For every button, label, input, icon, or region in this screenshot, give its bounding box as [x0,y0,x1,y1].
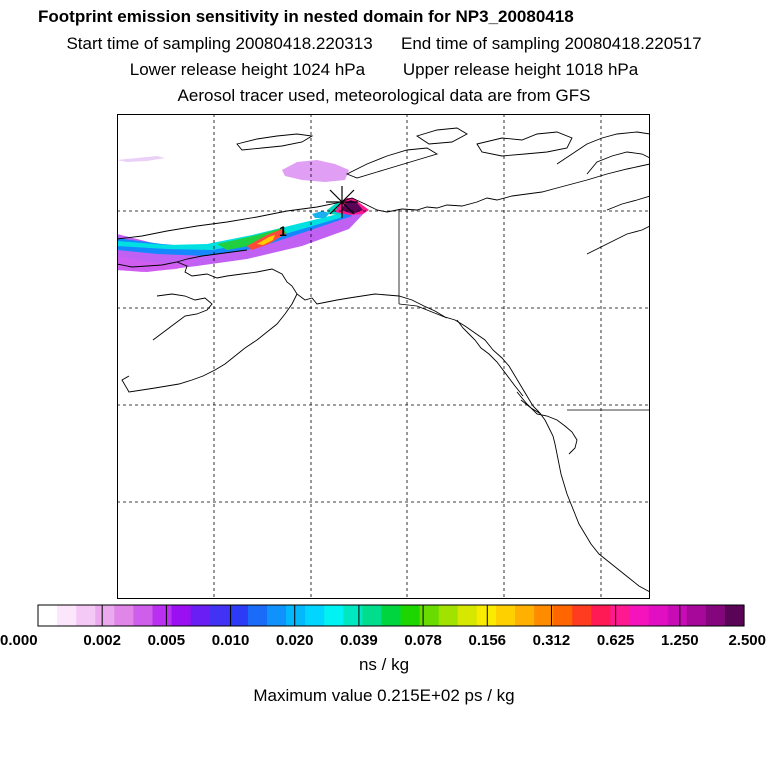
lower-release-label: Lower release height 1024 hPa [129,60,366,79]
map-panel: 1 [117,114,650,599]
colorbar-swatch [114,605,134,626]
sampling-time-line: Start time of sampling 20080418.220313 E… [0,34,768,54]
colorbar-swatch [591,605,612,626]
plume-footprint [117,156,369,272]
colorbar-units: ns / kg [358,655,410,674]
colorbar-swatch [457,605,478,626]
colorbar-swatch [324,605,344,626]
colorbar-swatch [362,605,383,626]
political-borders [398,209,650,411]
colorbar-swatch [476,605,497,626]
map-frame [117,114,650,599]
colorbar-swatch [247,605,268,626]
colorbar-swatch [38,605,58,626]
colorbar-swatch [495,605,516,626]
colorbar-labels: 0.000 0.002 0.005 0.010 0.020 0.039 0.078 0.156… [0,632,766,649]
colorbar-swatch [228,605,249,626]
colorbar-tick-label: 0.156 [468,632,506,649]
colorbar-swatch [629,605,650,626]
colorbar-swatch [572,605,592,626]
colorbar-tick-label: 0.010 [212,632,250,649]
colorbar-swatch [381,605,402,626]
colorbar-swatch [343,605,363,626]
colorbar-swatch [57,605,77,626]
colorbar-swatch [438,605,459,626]
colorbar-swatch [133,605,154,626]
colorbar: 0.000 0.002 0.005 0.010 0.020 0.039 0.078 0.156… [0,604,766,649]
start-time-label: Start time of sampling 20080418.220313 [66,34,373,53]
colorbar-tick-label: 2.500 [728,632,766,649]
colorbar-tick-label: 0.005 [148,632,186,649]
colorbar-swatches [38,605,745,626]
colorbar-swatch [705,605,726,626]
maximum-value-label: Maximum value 0.215E+02 ps / kg [253,686,515,705]
page-title: Footprint emission sensitivity in nested… [38,7,574,26]
colorbar-swatch [266,605,287,626]
colorbar-swatch [171,605,192,626]
colorbar-swatch [648,605,669,626]
colorbar-tick-label: 0.078 [404,632,442,649]
release-height-line: Lower release height 1024 hPa Upper rele… [0,60,768,80]
colorbar-tick-label: 0.000 [0,632,38,649]
coastlines [117,127,650,593]
colorbar-swatch [152,605,173,626]
plume-marker-label: 1 [279,223,287,239]
colorbar-tick-label: 0.020 [276,632,314,649]
colorbar-swatch [305,605,325,626]
colorbar-tick-label: 0.312 [533,632,571,649]
colorbar-swatch [667,605,688,626]
tracer-info: Aerosol tracer used, meteorological data… [177,86,591,105]
colorbar-swatch [286,605,306,626]
colorbar-tick-label: 0.002 [83,632,121,649]
colorbar-swatch [190,605,211,626]
colorbar-swatch [534,605,554,626]
asterisk-icon [326,186,358,218]
colorbar-frame [37,604,745,627]
colorbar-swatch [95,605,115,626]
colorbar-swatch [724,605,745,626]
colorbar-swatch [419,605,440,626]
colorbar-tick-label: 0.625 [597,632,635,649]
colorbar-swatch [76,605,96,626]
colorbar-swatch [610,605,631,626]
colorbar-swatch [400,605,421,626]
colorbar-swatch [209,605,230,626]
colorbar-swatch [686,605,707,626]
graticule [117,114,650,599]
upper-release-label: Upper release height 1018 hPa [402,60,639,79]
colorbar-swatch [553,605,573,626]
colorbar-tick-label: 1.250 [661,632,699,649]
colorbar-swatch [515,605,535,626]
colorbar-tick-label: 0.039 [340,632,378,649]
end-time-label: End time of sampling 20080418.220517 [401,34,702,53]
